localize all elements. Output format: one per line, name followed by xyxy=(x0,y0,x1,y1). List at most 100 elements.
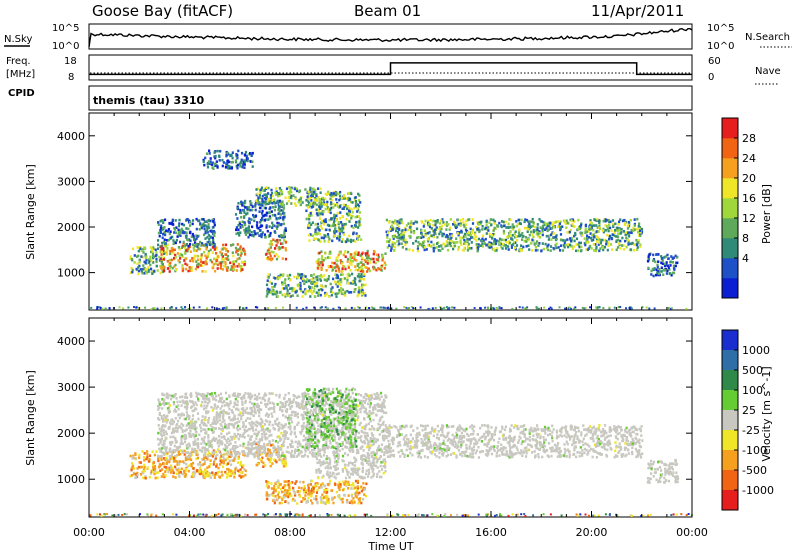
range-cell xyxy=(338,270,341,273)
range-cell xyxy=(481,245,484,248)
range-cell xyxy=(256,463,259,467)
range-cell xyxy=(546,224,549,228)
range-cell xyxy=(172,450,175,454)
range-cell xyxy=(341,224,344,228)
range-cell xyxy=(192,424,195,428)
range-cell xyxy=(530,230,533,234)
range-cell xyxy=(200,404,203,408)
range-cell xyxy=(148,475,151,479)
range-cell xyxy=(240,250,243,253)
range-cell xyxy=(211,451,214,454)
range-cell xyxy=(241,165,244,169)
range-cell xyxy=(315,199,319,202)
range-cell xyxy=(191,222,194,226)
range-cell xyxy=(329,282,332,286)
range-cell xyxy=(471,218,474,221)
range-cell xyxy=(580,249,583,252)
range-cell xyxy=(307,279,311,283)
range-cell xyxy=(507,245,510,248)
range-cell xyxy=(575,237,579,241)
range-cell xyxy=(147,261,150,264)
range-cell xyxy=(368,307,371,309)
range-cell xyxy=(342,291,345,295)
range-cell xyxy=(184,473,187,476)
range-cell xyxy=(276,455,280,459)
range-cell xyxy=(335,282,338,286)
range-cell xyxy=(236,257,239,261)
range-cell xyxy=(346,276,349,279)
range-cell xyxy=(270,188,273,192)
range-cell xyxy=(221,465,225,469)
range-cell xyxy=(241,204,244,207)
range-cell xyxy=(583,237,586,240)
range-cell xyxy=(205,257,208,260)
range-cell xyxy=(197,417,200,421)
range-cell xyxy=(501,247,504,250)
range-cell xyxy=(262,513,265,516)
range-cell xyxy=(209,160,212,163)
range-cell xyxy=(145,457,148,461)
range-cell xyxy=(219,397,222,400)
freq-label-line1: Freq. xyxy=(6,56,31,67)
range-cell xyxy=(593,249,596,252)
range-cell xyxy=(515,224,518,228)
range-cell xyxy=(412,307,415,310)
range-cell xyxy=(214,513,217,516)
range-cell xyxy=(441,234,444,238)
range-cell xyxy=(503,224,506,228)
range-cell xyxy=(217,400,220,403)
range-cell xyxy=(276,246,280,250)
range-cell xyxy=(463,232,466,236)
range-cell xyxy=(444,223,447,226)
range-cell xyxy=(388,244,391,247)
range-cell xyxy=(142,471,145,475)
range-cell xyxy=(226,151,229,155)
range-cell xyxy=(243,166,246,169)
range-cell xyxy=(627,233,630,236)
range-cell xyxy=(175,238,178,242)
range-cell xyxy=(467,218,470,222)
range-cell xyxy=(638,222,641,225)
range-cell xyxy=(359,399,362,403)
range-cell xyxy=(345,240,348,244)
range-cell xyxy=(333,230,336,233)
range-cell xyxy=(182,460,185,463)
range-cell xyxy=(334,269,338,273)
range-cell xyxy=(191,417,194,421)
range-cell xyxy=(251,225,254,229)
range-cell xyxy=(271,213,274,217)
range-cell xyxy=(158,413,161,417)
range-cell xyxy=(274,202,277,205)
range-cell xyxy=(212,407,215,410)
range-cell xyxy=(209,241,212,244)
range-cell xyxy=(173,248,176,252)
range-cell xyxy=(225,164,228,168)
range-cell xyxy=(364,294,367,297)
range-cell xyxy=(245,213,248,216)
range-cell xyxy=(245,229,248,232)
range-cell xyxy=(588,228,591,231)
range-cell xyxy=(214,154,217,158)
range-cell xyxy=(220,455,223,458)
range-cell xyxy=(216,441,219,445)
range-cell xyxy=(185,227,188,230)
range-cell xyxy=(188,231,192,235)
range-cell xyxy=(656,253,659,256)
range-cell xyxy=(443,306,446,309)
range-cell xyxy=(294,440,297,444)
range-cell xyxy=(256,455,260,459)
range-cell xyxy=(192,470,195,474)
range-cell xyxy=(217,448,220,451)
range-cell xyxy=(143,267,146,270)
range-cell xyxy=(342,425,345,429)
range-cell xyxy=(152,461,155,465)
range-cell xyxy=(346,204,349,208)
range-cell xyxy=(248,421,251,425)
range-cell xyxy=(146,466,149,469)
range-cell xyxy=(247,443,250,447)
range-cell xyxy=(177,233,180,236)
range-cell xyxy=(366,270,369,273)
range-cell xyxy=(315,208,318,212)
range-cell xyxy=(352,232,355,236)
range-cell xyxy=(224,458,227,462)
